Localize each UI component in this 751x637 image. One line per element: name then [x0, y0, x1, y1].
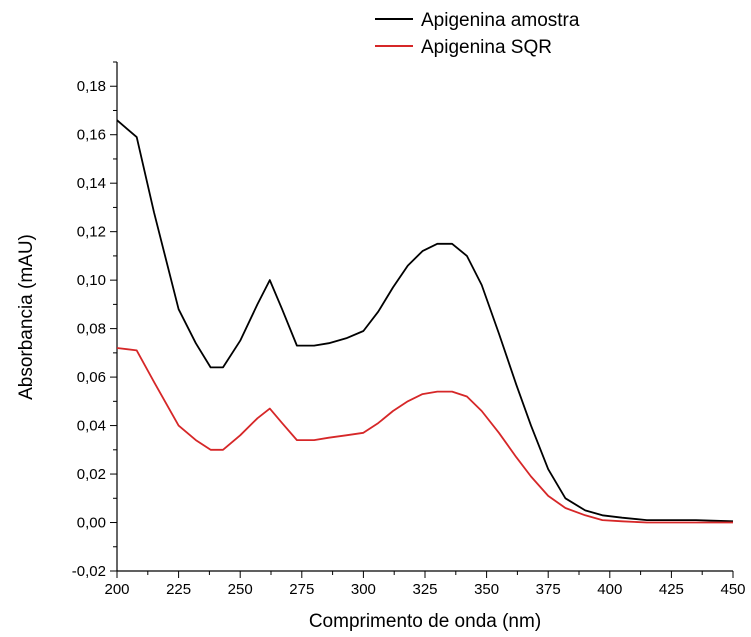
axes: 200 225 250 275 300 325 350 375 400 425 450 -0,02 0,… [72, 61, 746, 598]
x-tick-label: 450 [720, 581, 745, 598]
x-tick-label: 300 [351, 581, 376, 598]
x-axis-title: Comprimento de onda (nm) [309, 611, 541, 632]
y-tick-label: 0,02 [77, 466, 106, 483]
y-tick-label: 0,14 [77, 175, 106, 192]
x-tick-label: 325 [412, 581, 437, 598]
x-tick-label: 425 [659, 581, 684, 598]
y-tick-label: 0,08 [77, 321, 106, 338]
x-tick-label: 375 [536, 581, 561, 598]
y-axis-title: Absorbancia (mAU) [16, 234, 37, 400]
y-tick-label: -0,02 [72, 563, 106, 580]
series-line-2 [116, 347, 733, 524]
legend-label-1: Apigenina amostra [421, 10, 580, 31]
y-tick-label: 0,06 [77, 369, 106, 386]
legend-label-2: Apigenina SQR [421, 37, 552, 58]
x-tick-label: 350 [474, 581, 499, 598]
y-tick-label: 0,18 [77, 78, 106, 95]
x-tick-label: 400 [597, 581, 622, 598]
x-tick-label: 250 [228, 581, 253, 598]
series-line-1 [116, 119, 734, 523]
series-layer [116, 119, 734, 524]
y-tick-label: 0,12 [77, 224, 106, 241]
y-tick-label: 0,10 [77, 272, 106, 289]
legend: Apigenina amostra Apigenina SQR [375, 10, 580, 58]
y-tick-label: 0,00 [77, 515, 106, 532]
x-tick-label: 275 [289, 581, 314, 598]
x-tick-label: 225 [166, 581, 191, 598]
y-tick-label: 0,16 [77, 127, 106, 144]
x-tick-label: 200 [104, 581, 129, 598]
y-tick-label: 0,04 [77, 418, 106, 435]
